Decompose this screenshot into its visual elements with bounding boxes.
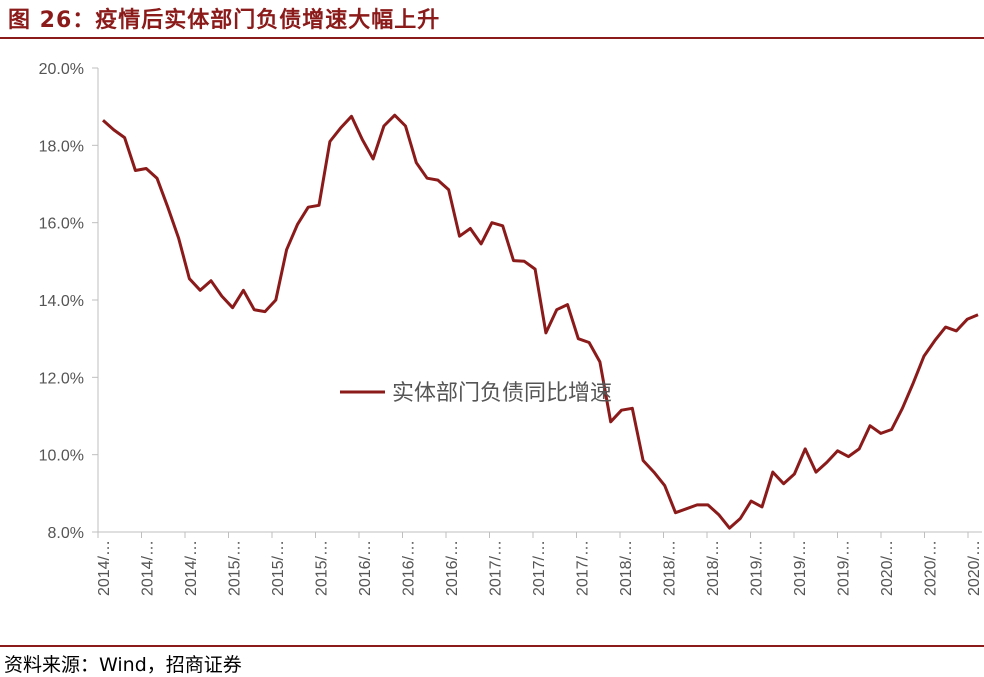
- legend: 实体部门负债同比增速: [340, 381, 612, 406]
- y-tick-label: 8.0%: [48, 525, 84, 542]
- x-tick-label: 2017/…: [531, 540, 548, 596]
- line-chart: 8.0% 10.0% 12.0% 14.0% 16.0% 18.0% 20.0% 2014/…: [0, 40, 984, 640]
- x-tick-label: 2016/…: [401, 540, 418, 596]
- x-tick-label: 2015/…: [227, 540, 244, 596]
- x-tick-label: 2020/…: [966, 540, 983, 596]
- x-tick-label: 2017/…: [488, 540, 505, 596]
- x-tick-label: 2017/…: [575, 540, 592, 596]
- series-group: [103, 115, 978, 528]
- legend-label: 实体部门负债同比增速: [392, 381, 612, 406]
- y-tick-label: 14.0%: [39, 293, 84, 310]
- source-divider: [0, 645, 984, 647]
- y-axis: 8.0% 10.0% 12.0% 14.0% 16.0% 18.0% 20.0%: [39, 61, 98, 542]
- x-tick-label: 2020/…: [923, 540, 940, 596]
- x-tick-label: 2014/…: [96, 540, 113, 596]
- x-tick-label: 2019/…: [792, 540, 809, 596]
- x-tick-label: 2016/…: [357, 540, 374, 596]
- y-tick-label: 16.0%: [39, 216, 84, 233]
- x-tick-label: 2018/…: [662, 540, 679, 596]
- x-tick-label: 2019/…: [749, 540, 766, 596]
- x-tick-label: 2018/…: [705, 540, 722, 596]
- y-tick-label: 12.0%: [39, 370, 84, 387]
- y-tick-label: 18.0%: [39, 138, 84, 155]
- x-tick-label: 2018/…: [618, 540, 635, 596]
- x-tick-label: 2020/…: [879, 540, 896, 596]
- x-tick-label: 2019/…: [836, 540, 853, 596]
- x-tick-label: 2015/…: [270, 540, 287, 596]
- x-tick-label: 2015/…: [314, 540, 331, 596]
- source-note: 资料来源：Wind，招商证券: [4, 650, 242, 677]
- x-tick-label: 2016/…: [444, 540, 461, 596]
- y-tick-label: 20.0%: [39, 61, 84, 78]
- figure-title: 图 26：疫情后实体部门负债增速大幅上升: [8, 2, 440, 34]
- series-line: [103, 115, 978, 528]
- x-axis: 2014/… 2014/… 2014/… 2015/… 2015/… 2015/… 2016…: [96, 532, 983, 596]
- title-divider: [0, 37, 984, 39]
- x-tick-label: 2014/…: [140, 540, 157, 596]
- x-tick-label: 2014/…: [183, 540, 200, 596]
- y-tick-label: 10.0%: [39, 448, 84, 465]
